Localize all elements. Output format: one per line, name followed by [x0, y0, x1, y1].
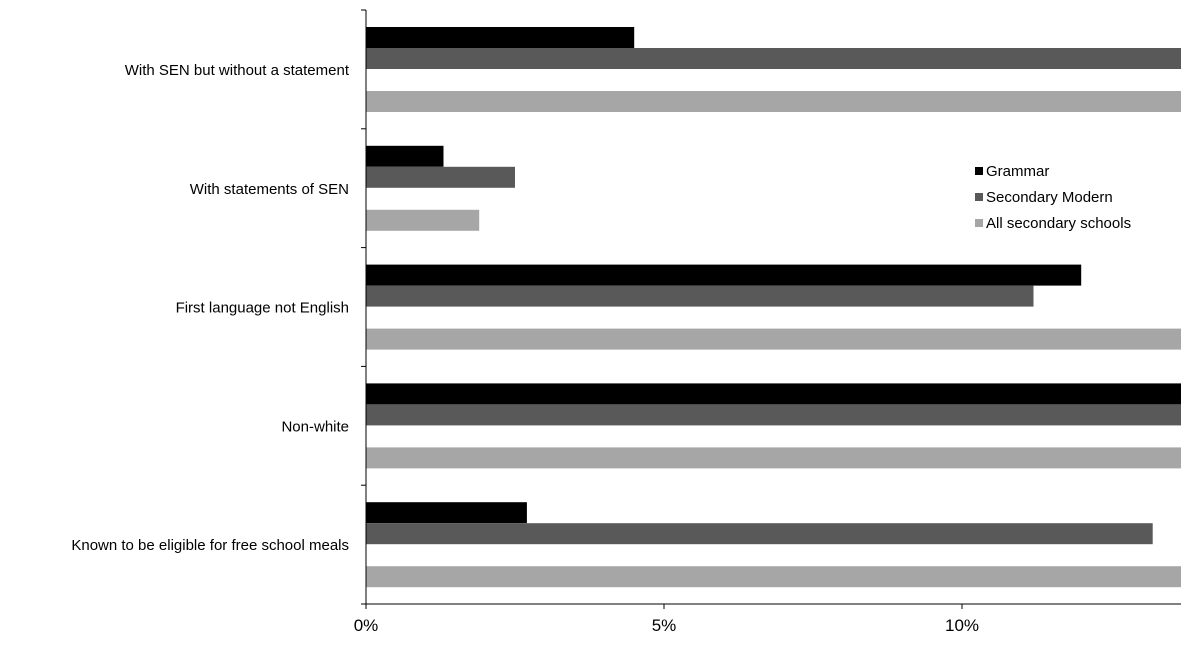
legend-swatch — [975, 219, 983, 227]
bar-all-secondary-schools-1 — [366, 209, 480, 231]
bar-all-secondary-schools-3 — [366, 447, 1181, 469]
category-label: With statements of SEN — [190, 181, 349, 198]
bars-layer — [366, 27, 1181, 588]
x-tick-label: 0% — [354, 616, 379, 635]
bar-grammar-0 — [366, 27, 635, 48]
bar-secondary-modern-3 — [366, 404, 1181, 426]
axes-layer — [361, 9, 1181, 609]
category-label: With SEN but without a statement — [125, 62, 350, 79]
legend: Grammar Secondary Modern All secondary sch… — [975, 163, 1131, 232]
labels-layer: 0%5%10%15%20%25%With SEN but without a s… — [71, 62, 979, 635]
bar-grammar-1 — [366, 145, 444, 167]
bar-secondary-modern-0 — [366, 48, 1181, 69]
category-label: First language not English — [176, 300, 349, 317]
legend-swatch — [975, 193, 983, 201]
legend-label: All secondary schools — [986, 215, 1131, 232]
legend-label: Secondary Modern — [986, 189, 1113, 206]
bar-secondary-modern-2 — [366, 285, 1034, 307]
category-label: Non-white — [281, 418, 349, 435]
category-label: Known to be eligible for free school mea… — [71, 537, 349, 554]
x-tick-label: 5% — [652, 616, 677, 635]
legend-swatch — [975, 167, 983, 175]
bar-all-secondary-schools-2 — [366, 328, 1181, 350]
bar-all-secondary-schools-4 — [366, 566, 1181, 588]
bar-grammar-3 — [366, 383, 1181, 405]
legend-label: Grammar — [986, 163, 1049, 180]
x-tick-label: 10% — [945, 616, 979, 635]
bar-secondary-modern-4 — [366, 523, 1153, 545]
bar-grammar-4 — [366, 502, 527, 524]
bar-all-secondary-schools-0 — [366, 91, 1181, 112]
bar-secondary-modern-1 — [366, 166, 515, 188]
bar-grammar-2 — [366, 264, 1082, 286]
